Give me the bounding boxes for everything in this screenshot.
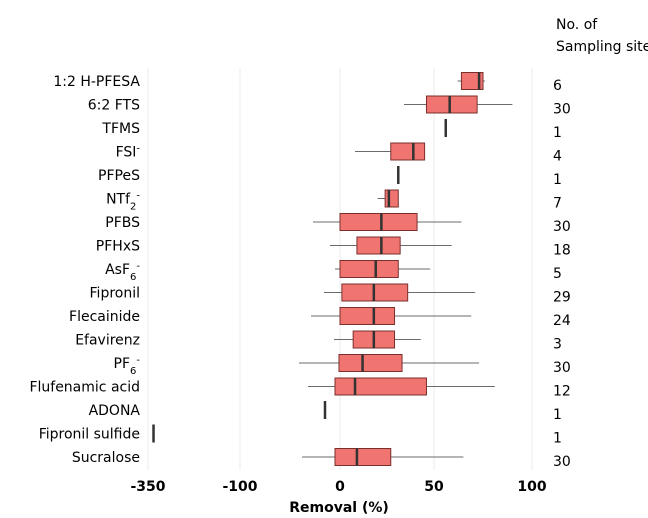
x-tick-label: 0 [335, 479, 345, 495]
count-label: 1 [553, 125, 562, 141]
count-label: 30 [553, 454, 571, 470]
category-label: TFMS [101, 121, 140, 137]
box-row [334, 330, 421, 349]
iqr-box [384, 189, 399, 208]
box-row [335, 260, 431, 278]
count-label: 12 [553, 384, 571, 400]
count-label: 1 [553, 431, 562, 447]
box-row [457, 72, 485, 90]
count-label: 29 [553, 290, 571, 306]
iqr-box [390, 142, 426, 161]
count-label: 24 [553, 313, 571, 329]
x-tick-label: -350 [130, 479, 165, 495]
category-label: PFHxS [96, 239, 140, 255]
iqr-box [334, 448, 392, 466]
category-label: AsF6- [105, 261, 140, 283]
count-label: 6 [553, 78, 562, 94]
category-label: Fipronil [90, 286, 140, 302]
category-label: 6:2 FTS [88, 98, 140, 114]
count-label: 1 [553, 172, 562, 188]
x-tick-label: -100 [222, 479, 257, 495]
count-label: 4 [553, 149, 562, 165]
iqr-box [338, 354, 403, 372]
count-label: 30 [553, 219, 571, 235]
box-row [311, 307, 472, 325]
category-label: PFPeS [98, 168, 140, 184]
iqr-box [425, 95, 478, 114]
category-label: ADONA [89, 403, 141, 419]
box-row [324, 283, 476, 302]
iqr-box [339, 213, 418, 231]
box-row [355, 142, 426, 161]
box-row [302, 448, 464, 466]
category-label: 1:2 H-PFESA [53, 74, 140, 90]
x-tick-label: 100 [517, 479, 546, 495]
category-label: Flufenamic acid [29, 380, 140, 396]
box-row [299, 354, 480, 372]
iqr-box [356, 236, 401, 255]
x-tick-labels: -350 -100 0 50 100 [130, 479, 546, 495]
category-label: PFBS [105, 215, 140, 231]
count-label: 3 [553, 337, 562, 353]
category-label: PF6- [114, 355, 141, 377]
iqr-box [460, 72, 484, 90]
right-header-line-1: No. of [556, 17, 598, 33]
box-row [313, 213, 462, 231]
x-tick-label: 50 [424, 479, 444, 495]
right-header-line-2: Sampling sites [556, 39, 648, 55]
category-label: Flecainide [69, 309, 140, 325]
category-label: Sucralose [72, 450, 140, 466]
box-row [403, 95, 513, 114]
box-layer [152, 72, 513, 466]
iqr-box [339, 307, 396, 325]
count-label: 30 [553, 102, 571, 118]
category-label: Fipronil sulfide [39, 427, 140, 443]
box-row [330, 236, 452, 255]
box-row [308, 377, 495, 396]
category-label: Efavirenz [75, 333, 140, 349]
count-label: 7 [553, 196, 562, 212]
count-label: 30 [553, 360, 571, 376]
box-row [377, 189, 399, 208]
count-label: 5 [553, 266, 562, 282]
category-labels: 1:2 H-PFESA 6:2 FTS TFMS FSI- PFPeS NTf2- PFBS… [29, 74, 140, 466]
count-label: 18 [553, 243, 571, 259]
x-axis-title: Removal (%) [289, 500, 389, 516]
iqr-box [334, 377, 427, 396]
count-label: 1 [553, 407, 562, 423]
category-label: NTf2- [106, 190, 140, 212]
iqr-box [339, 260, 399, 278]
category-label: FSI- [116, 143, 141, 161]
